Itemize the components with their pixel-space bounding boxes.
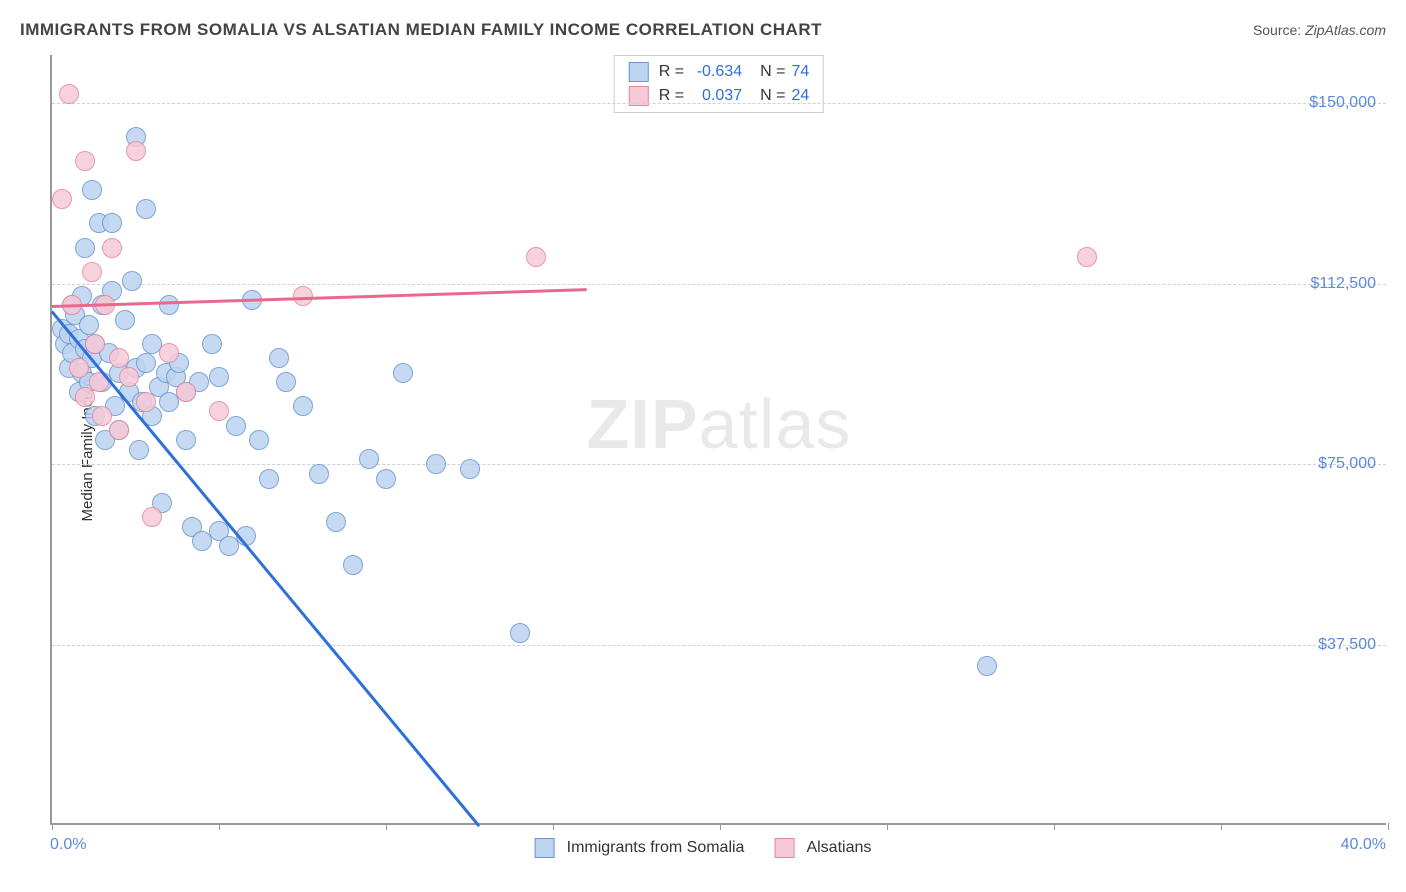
trendline-alsatian [52, 288, 586, 307]
scatter-point-somalia [136, 353, 156, 373]
scatter-point-alsatian [126, 141, 146, 161]
legend-label: Immigrants from Somalia [567, 839, 745, 857]
y-tick-label: $112,500 [1310, 275, 1376, 293]
scatter-point-somalia [115, 310, 135, 330]
stats-n-label: N = [760, 60, 785, 84]
scatter-point-alsatian [109, 420, 129, 440]
gridline [52, 284, 1386, 285]
source-citation: Source: ZipAtlas.com [1253, 22, 1386, 38]
stats-r-label: R = [659, 60, 684, 84]
scatter-point-alsatian [1077, 247, 1097, 267]
scatter-point-alsatian [526, 247, 546, 267]
scatter-point-somalia [226, 416, 246, 436]
legend-item-alsatian: Alsatians [774, 838, 871, 858]
chart-title: IMMIGRANTS FROM SOMALIA VS ALSATIAN MEDI… [20, 20, 822, 40]
stats-n-value: 24 [791, 84, 809, 108]
scatter-point-alsatian [85, 334, 105, 354]
x-tick [219, 823, 220, 830]
scatter-point-somalia [359, 449, 379, 469]
watermark-strong: ZIP [587, 385, 699, 463]
scatter-point-alsatian [92, 406, 112, 426]
scatter-point-somalia [376, 469, 396, 489]
scatter-point-somalia [136, 199, 156, 219]
x-tick [1388, 823, 1389, 830]
scatter-point-somalia [82, 180, 102, 200]
scatter-point-alsatian [136, 392, 156, 412]
scatter-point-somalia [79, 315, 99, 335]
scatter-point-alsatian [119, 367, 139, 387]
stats-r-label: R = [659, 84, 684, 108]
scatter-point-somalia [202, 334, 222, 354]
legend-item-somalia: Immigrants from Somalia [535, 838, 745, 858]
stats-n-value: 74 [791, 60, 809, 84]
stats-r-value: -0.634 [690, 60, 742, 84]
x-tick [887, 823, 888, 830]
scatter-point-alsatian [176, 382, 196, 402]
scatter-point-somalia [209, 367, 229, 387]
scatter-point-somalia [259, 469, 279, 489]
scatter-point-somalia [75, 238, 95, 258]
scatter-point-alsatian [109, 348, 129, 368]
x-axis-min-label: 0.0% [50, 836, 86, 854]
x-tick [386, 823, 387, 830]
scatter-point-somalia [122, 271, 142, 291]
stats-row-alsatian: R =0.037 N =24 [629, 84, 809, 108]
scatter-point-somalia [393, 363, 413, 383]
scatter-point-somalia [326, 512, 346, 532]
x-tick [553, 823, 554, 830]
bottom-legend: Immigrants from Somalia Alsatians [535, 838, 872, 858]
x-axis-max-label: 40.0% [1341, 836, 1386, 854]
scatter-point-alsatian [59, 84, 79, 104]
stats-box: R =-0.634 N =74 R =0.037 N =24 [614, 55, 824, 113]
watermark: ZIPatlas [587, 384, 852, 464]
trendline-somalia [51, 311, 480, 828]
gridline [52, 103, 1386, 104]
scatter-point-somalia [510, 623, 530, 643]
y-tick-label: $37,500 [1318, 636, 1376, 654]
scatter-point-somalia [293, 396, 313, 416]
scatter-point-alsatian [102, 238, 122, 258]
scatter-point-alsatian [142, 507, 162, 527]
scatter-point-somalia [309, 464, 329, 484]
x-tick [720, 823, 721, 830]
legend-swatch [535, 838, 555, 858]
y-tick-label: $150,000 [1309, 94, 1376, 112]
scatter-point-somalia [977, 656, 997, 676]
scatter-point-somalia [102, 213, 122, 233]
scatter-point-alsatian [82, 262, 102, 282]
gridline [52, 464, 1386, 465]
scatter-point-somalia [176, 430, 196, 450]
scatter-point-somalia [249, 430, 269, 450]
stats-r-value: 0.037 [690, 84, 742, 108]
scatter-point-alsatian [69, 358, 89, 378]
stats-row-somalia: R =-0.634 N =74 [629, 60, 809, 84]
scatter-point-alsatian [52, 189, 72, 209]
scatter-point-alsatian [209, 401, 229, 421]
scatter-point-somalia [343, 555, 363, 575]
source-value: ZipAtlas.com [1305, 22, 1386, 38]
plot-area: ZIPatlas R =-0.634 N =74 R =0.037 N =24 $37… [50, 55, 1386, 825]
scatter-point-somalia [426, 454, 446, 474]
watermark-light: atlas [699, 385, 852, 463]
scatter-point-somalia [460, 459, 480, 479]
scatter-point-somalia [159, 295, 179, 315]
scatter-point-alsatian [159, 343, 179, 363]
source-label: Source: [1253, 22, 1301, 38]
scatter-point-somalia [269, 348, 289, 368]
scatter-point-somalia [129, 440, 149, 460]
legend-swatch [774, 838, 794, 858]
x-tick [1221, 823, 1222, 830]
x-tick [52, 823, 53, 830]
stats-swatch [629, 62, 649, 82]
scatter-point-alsatian [293, 286, 313, 306]
chart-container: IMMIGRANTS FROM SOMALIA VS ALSATIAN MEDI… [0, 0, 1406, 892]
legend-label: Alsatians [806, 839, 871, 857]
scatter-point-somalia [276, 372, 296, 392]
stats-n-label: N = [760, 84, 785, 108]
x-tick [1054, 823, 1055, 830]
y-tick-label: $75,000 [1318, 455, 1376, 473]
gridline [52, 645, 1386, 646]
scatter-point-alsatian [75, 151, 95, 171]
